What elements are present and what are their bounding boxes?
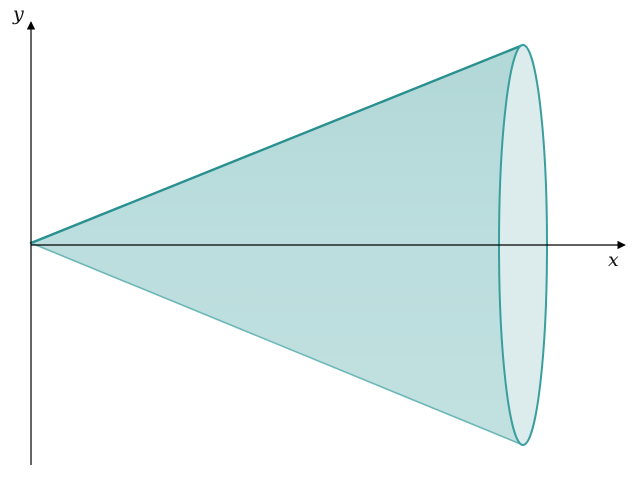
cone-upper-edge [29,43,525,245]
y-axis-label: y [12,3,24,25]
cone-lower-edge [30,242,524,446]
x-axis-label: x [608,249,619,271]
